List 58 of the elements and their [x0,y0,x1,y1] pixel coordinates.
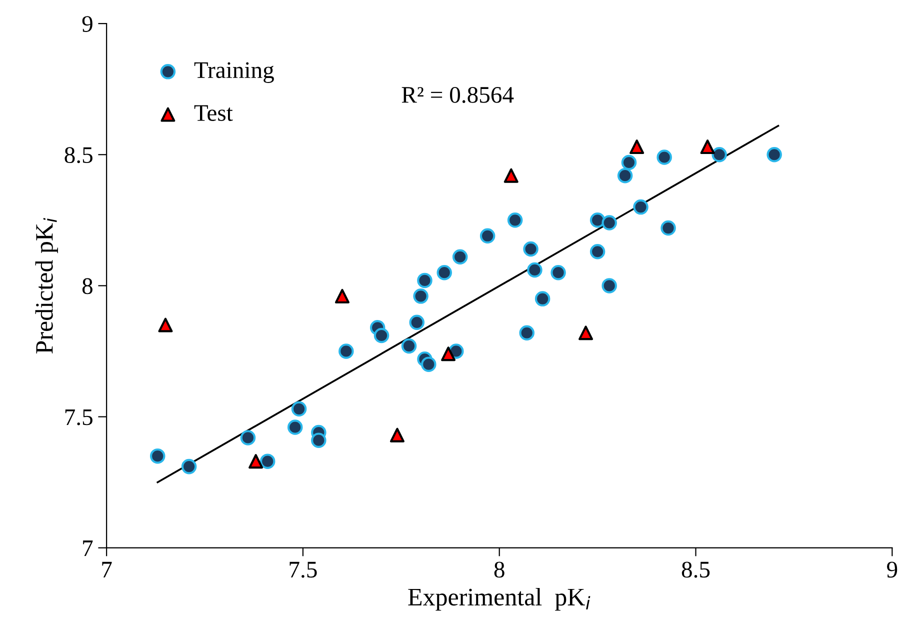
point [390,428,404,442]
point [590,244,606,260]
y-tick-label: 8.5 [64,147,92,164]
point [311,432,326,448]
point [260,454,276,469]
point [287,420,303,435]
point [507,212,523,228]
legend-label: Test [194,105,233,121]
point [240,430,256,446]
point [712,147,727,162]
point [660,220,676,236]
point [401,338,417,354]
point [519,325,534,341]
x-tick-label: 7 [102,562,112,578]
point [413,288,428,304]
point [766,147,782,162]
point [150,448,166,464]
point [158,318,173,332]
y-tick-label: 7.5 [65,409,92,426]
y-tick-label: 8 [82,278,92,294]
point [617,168,633,184]
point [523,241,538,257]
point [504,168,518,183]
point [602,215,617,230]
point [436,264,452,280]
point [550,264,566,280]
legend-label: Training [194,62,274,83]
point [291,401,307,417]
x-tick-label: 9 [887,562,898,578]
point [374,328,390,344]
point [590,212,606,228]
x-tick-label: 7.5 [290,562,317,578]
point [452,249,468,264]
point [248,454,264,469]
x-tick-label: 8.5 [682,562,710,578]
point [578,326,594,340]
point [480,228,496,244]
point [534,291,550,306]
point [633,199,648,215]
y-tick-label: 9 [82,16,92,32]
point [527,262,542,278]
point [630,140,644,154]
point [409,314,425,330]
point [417,272,432,288]
point [656,150,672,165]
point [621,154,637,170]
x-axis-title: Experimental pK$_{i}$ [408,588,590,611]
point [441,346,456,362]
point [421,356,436,372]
point [334,288,350,304]
point [338,344,354,359]
x-tick-label: 8 [494,562,504,578]
y-axis-title: Predicted pK$_{i}$ [35,218,58,354]
y-tick-label: 7 [83,540,93,556]
annotation: R² = 0.8564 [402,86,514,103]
point [700,140,715,154]
point [181,458,197,474]
point [602,278,617,294]
